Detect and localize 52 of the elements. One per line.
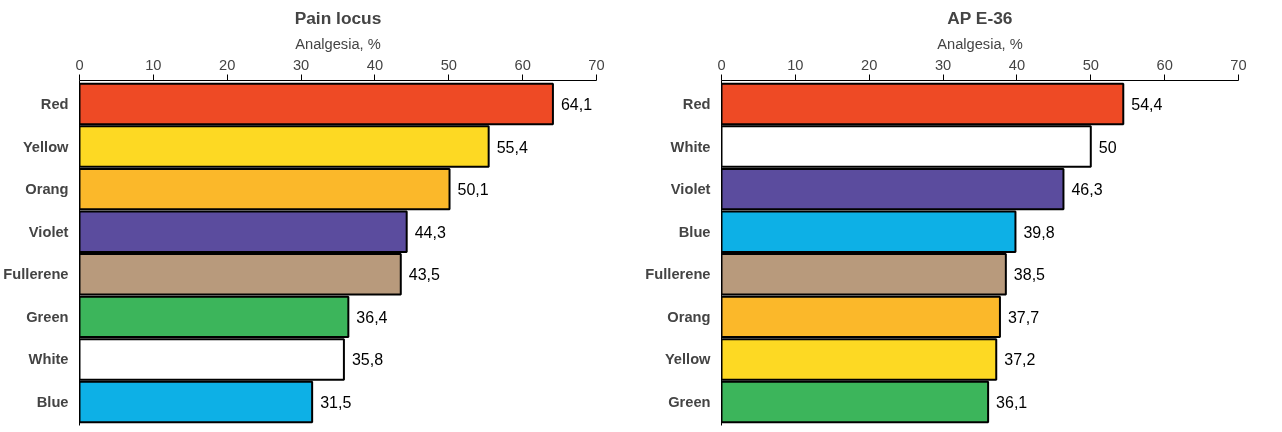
x-tick-label: 10 bbox=[145, 56, 162, 73]
x-tick-label: 60 bbox=[1156, 56, 1173, 73]
y-tick-label: Yellow bbox=[664, 351, 712, 368]
data-label: 44,3 bbox=[414, 223, 446, 241]
y-tick-label: Green bbox=[26, 308, 69, 325]
data-label: 55,4 bbox=[496, 138, 528, 156]
data-label: 50,1 bbox=[457, 181, 489, 199]
data-label: 46,3 bbox=[1071, 181, 1103, 199]
x-tick-label: 30 bbox=[934, 56, 952, 73]
y-tick-label: Orang bbox=[25, 181, 69, 198]
y-tick-label: Green bbox=[668, 394, 711, 411]
data-label: 43,5 bbox=[408, 266, 441, 284]
y-tick-label: Red bbox=[40, 95, 69, 112]
x-tick-label: 50 bbox=[440, 56, 457, 73]
data-label: 64,1 bbox=[560, 95, 593, 113]
y-tick-label: Yellow bbox=[22, 138, 70, 155]
y-tick-label: Violet bbox=[670, 181, 711, 198]
y-tick-label: Red bbox=[682, 95, 711, 112]
y-tick-label: Violet bbox=[28, 223, 69, 240]
x-axis-title: Analgesia, % bbox=[937, 35, 1023, 52]
data-label: 50 bbox=[1098, 138, 1117, 156]
data-label: 38,5 bbox=[1013, 266, 1046, 284]
y-tick-label: Blue bbox=[36, 394, 69, 411]
data-label: 31,5 bbox=[320, 394, 352, 412]
y-tick-label: White bbox=[670, 138, 711, 155]
chart-title: AP E-36 bbox=[947, 7, 1013, 28]
x-tick-label: 30 bbox=[292, 56, 310, 73]
x-tick-label: 70 bbox=[588, 56, 605, 73]
data-label: 37,7 bbox=[1007, 308, 1040, 326]
x-tick-label: 0 bbox=[717, 56, 726, 73]
x-tick-label: 20 bbox=[219, 56, 236, 73]
data-label: 36,4 bbox=[356, 308, 388, 326]
y-tick-label: Orang bbox=[667, 308, 711, 325]
x-tick-label: 20 bbox=[861, 56, 878, 73]
x-tick-label: 50 bbox=[1082, 56, 1099, 73]
x-axis-title: Analgesia, % bbox=[295, 35, 381, 52]
data-label: 36,1 bbox=[996, 394, 1028, 412]
x-tick-label: 10 bbox=[787, 56, 804, 73]
x-tick-label: 40 bbox=[366, 56, 384, 73]
x-tick-label: 0 bbox=[75, 56, 84, 73]
y-tick-label: Blue bbox=[678, 223, 711, 240]
x-tick-label: 70 bbox=[1230, 56, 1247, 73]
y-tick-label: Fullerene bbox=[3, 266, 69, 283]
data-label: 39,8 bbox=[1023, 223, 1055, 241]
y-tick-label: White bbox=[28, 351, 69, 368]
data-label: 35,8 bbox=[351, 351, 384, 369]
x-tick-label: 60 bbox=[514, 56, 531, 73]
chart-title: Pain locus bbox=[294, 7, 382, 28]
data-label: 37,2 bbox=[1004, 351, 1036, 369]
x-tick-label: 40 bbox=[1008, 56, 1026, 73]
data-label: 54,4 bbox=[1131, 95, 1163, 113]
y-tick-label: Fullerene bbox=[645, 266, 711, 283]
